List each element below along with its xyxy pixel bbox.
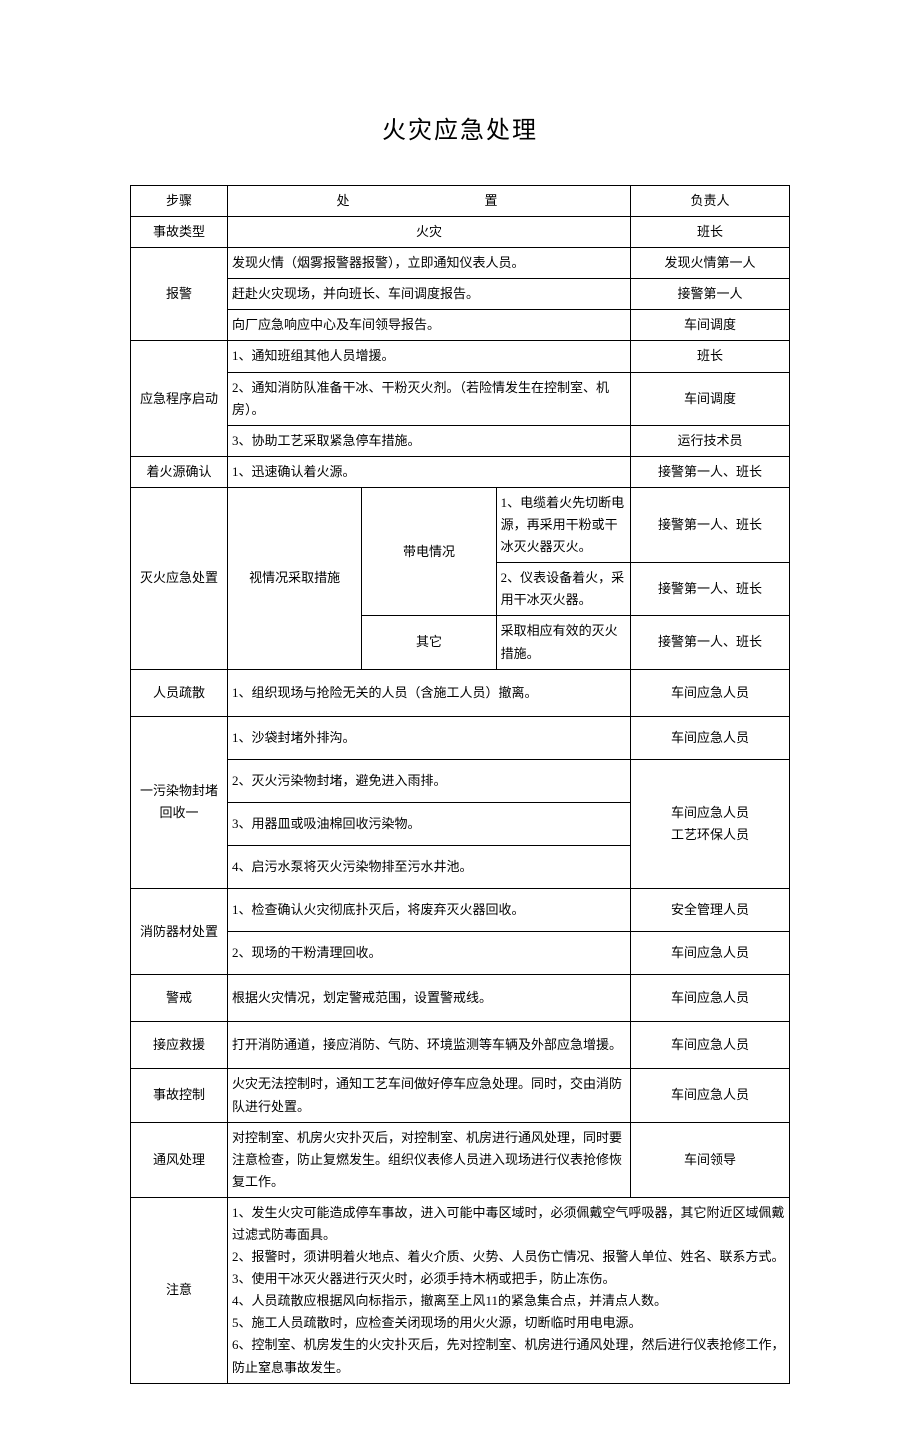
alarm-step: 报警 bbox=[131, 248, 228, 341]
notes-line-3: 3、使用干冰灭火器进行灭火时，必须手持木柄或把手，防止冻伤。 bbox=[232, 1268, 785, 1290]
pol-row-2: 2、灭火污染物封堵，避免进入雨排。 车间应急人员工艺环保人员 bbox=[131, 759, 790, 802]
alarm-a2: 赶赴火灾现场，并向班长、车间调度报告。 bbox=[228, 279, 631, 310]
activate-a2: 2、通知消防队准备干冰、干粉灭火剂。（若险情发生在控制室、机房）。 bbox=[228, 372, 631, 425]
activate-a3: 3、协助工艺采取紧急停车措施。 bbox=[228, 425, 631, 456]
header-row: 步骤 处 置 负责人 bbox=[131, 186, 790, 217]
rescue-row: 接应救援 打开消防通道，接应消防、气防、环境监测等车辆及外部应急增援。 车间应急… bbox=[131, 1022, 790, 1069]
guard-action: 根据火灾情况，划定警戒范围，设置警戒线。 bbox=[228, 975, 631, 1022]
alarm-r2: 接警第一人 bbox=[631, 279, 790, 310]
vent-action: 对控制室、机房火灾扑灭后，对控制室、机房进行通风处理，同时要注意检查，防止复燃发… bbox=[228, 1122, 631, 1197]
confirm-action: 1、迅速确认着火源。 bbox=[228, 456, 631, 487]
notes-row: 注意 1、发生火灾可能造成停车事故，进入可能中毒区域时，必须佩戴空气呼吸器，其它… bbox=[131, 1197, 790, 1383]
evac-resp: 车间应急人员 bbox=[631, 669, 790, 716]
notes-step: 注意 bbox=[131, 1197, 228, 1383]
activate-step: 应急程序启动 bbox=[131, 341, 228, 456]
equip-a1: 1、检查确认火灾彻底扑灭后，将废弃灭火器回收。 bbox=[228, 889, 631, 932]
alarm-row-2: 赶赴火灾现场，并向班长、车间调度报告。 接警第一人 bbox=[131, 279, 790, 310]
vent-resp: 车间领导 bbox=[631, 1122, 790, 1197]
vent-step: 通风处理 bbox=[131, 1122, 228, 1197]
ext-a2: 2、仪表设备着火，采用干冰灭火器。 bbox=[496, 563, 630, 616]
notes-line-5: 5、施工人员疏散时，应检查关闭现场的用火火源，切断临时用电电源。 bbox=[232, 1312, 785, 1334]
pol-row-1: 一污染物封堵回收一 1、沙袋封堵外排沟。 车间应急人员 bbox=[131, 716, 790, 759]
rescue-step: 接应救援 bbox=[131, 1022, 228, 1069]
equip-row-1: 消防器材处置 1、检查确认火灾彻底扑灭后，将废弃灭火器回收。 安全管理人员 bbox=[131, 889, 790, 932]
ext-r2: 接警第一人、班长 bbox=[631, 563, 790, 616]
pol-a4: 4、启污水泵将灭火污染物排至污水井池。 bbox=[228, 845, 631, 888]
alarm-row-3: 向厂应急响应中心及车间领导报告。 车间调度 bbox=[131, 310, 790, 341]
control-row: 事故控制 火灾无法控制时，通知工艺车间做好停车应急处理。同时，交由消防队进行处置… bbox=[131, 1069, 790, 1122]
page: 火灾应急处理 步骤 处 置 负责人 事故类型 火灾 班长 报警 发现火情（烟雾报… bbox=[0, 0, 920, 1444]
equip-row-2: 2、现场的干粉清理回收。 车间应急人员 bbox=[131, 932, 790, 975]
notes-line-6: 6、控制室、机房发生的火灾扑灭后，先对控制室、机房进行通风处理，然后进行仪表抢修… bbox=[232, 1334, 785, 1378]
ext-row-1: 灭火应急处置 视情况采取措施 带电情况 1、电缆着火先切断电源，再采用干粉或干冰… bbox=[131, 487, 790, 562]
type-row: 事故类型 火灾 班长 bbox=[131, 217, 790, 248]
activate-a1: 1、通知班组其他人员增援。 bbox=[228, 341, 631, 372]
emergency-table: 步骤 处 置 负责人 事故类型 火灾 班长 报警 发现火情（烟雾报警器报警），立… bbox=[130, 185, 790, 1384]
pol-r234: 车间应急人员工艺环保人员 bbox=[631, 759, 790, 888]
col-step: 步骤 bbox=[131, 186, 228, 217]
alarm-r3: 车间调度 bbox=[631, 310, 790, 341]
evac-action: 1、组织现场与抢险无关的人员（含施工人员）撤离。 bbox=[228, 669, 631, 716]
alarm-a1: 发现火情（烟雾报警器报警），立即通知仪表人员。 bbox=[228, 248, 631, 279]
confirm-step: 着火源确认 bbox=[131, 456, 228, 487]
control-resp: 车间应急人员 bbox=[631, 1069, 790, 1122]
activate-r2: 车间调度 bbox=[631, 372, 790, 425]
notes-content: 1、发生火灾可能造成停车事故，进入可能中毒区域时，必须佩戴空气呼吸器，其它附近区… bbox=[228, 1197, 790, 1383]
type-resp: 班长 bbox=[631, 217, 790, 248]
guard-resp: 车间应急人员 bbox=[631, 975, 790, 1022]
ext-r3: 接警第一人、班长 bbox=[631, 616, 790, 669]
pol-step: 一污染物封堵回收一 bbox=[131, 716, 228, 888]
alarm-r1: 发现火情第一人 bbox=[631, 248, 790, 279]
confirm-resp: 接警第一人、班长 bbox=[631, 456, 790, 487]
guard-row: 警戒 根据火灾情况，划定警戒范围，设置警戒线。 车间应急人员 bbox=[131, 975, 790, 1022]
activate-row-3: 3、协助工艺采取紧急停车措施。 运行技术员 bbox=[131, 425, 790, 456]
activate-row-1: 应急程序启动 1、通知班组其他人员增援。 班长 bbox=[131, 341, 790, 372]
vent-row: 通风处理 对控制室、机房火灾扑灭后，对控制室、机房进行通风处理，同时要注意检查，… bbox=[131, 1122, 790, 1197]
ext-a3: 采取相应有效的灭火措施。 bbox=[496, 616, 630, 669]
activate-r1: 班长 bbox=[631, 341, 790, 372]
pol-r1: 车间应急人员 bbox=[631, 716, 790, 759]
col-action: 处 置 bbox=[228, 186, 631, 217]
activate-row-2: 2、通知消防队准备干冰、干粉灭火剂。（若险情发生在控制室、机房）。 车间调度 bbox=[131, 372, 790, 425]
equip-step: 消防器材处置 bbox=[131, 889, 228, 975]
guard-step: 警戒 bbox=[131, 975, 228, 1022]
pol-a3: 3、用器皿或吸油棉回收污染物。 bbox=[228, 802, 631, 845]
confirm-row: 着火源确认 1、迅速确认着火源。 接警第一人、班长 bbox=[131, 456, 790, 487]
ext-r1: 接警第一人、班长 bbox=[631, 487, 790, 562]
evac-step: 人员疏散 bbox=[131, 669, 228, 716]
control-action: 火灾无法控制时，通知工艺车间做好停车应急处理。同时，交由消防队进行处置。 bbox=[228, 1069, 631, 1122]
pol-a2: 2、灭火污染物封堵，避免进入雨排。 bbox=[228, 759, 631, 802]
rescue-action: 打开消防通道，接应消防、气防、环境监测等车辆及外部应急增援。 bbox=[228, 1022, 631, 1069]
ext-sub-outer: 视情况采取措施 bbox=[228, 487, 362, 669]
page-title: 火灾应急处理 bbox=[130, 110, 790, 145]
ext-sub-other: 其它 bbox=[362, 616, 496, 669]
type-step: 事故类型 bbox=[131, 217, 228, 248]
rescue-resp: 车间应急人员 bbox=[631, 1022, 790, 1069]
activate-r3: 运行技术员 bbox=[631, 425, 790, 456]
col-resp: 负责人 bbox=[631, 186, 790, 217]
pol-a1: 1、沙袋封堵外排沟。 bbox=[228, 716, 631, 759]
equip-a2: 2、现场的干粉清理回收。 bbox=[228, 932, 631, 975]
control-step: 事故控制 bbox=[131, 1069, 228, 1122]
equip-r1: 安全管理人员 bbox=[631, 889, 790, 932]
ext-step: 灭火应急处置 bbox=[131, 487, 228, 669]
notes-line-2: 2、报警时，须讲明着火地点、着火介质、火势、人员伤亡情况、报警人单位、姓名、联系… bbox=[232, 1246, 785, 1268]
notes-line-1: 1、发生火灾可能造成停车事故，进入可能中毒区域时，必须佩戴空气呼吸器，其它附近区… bbox=[232, 1202, 785, 1246]
type-action: 火灾 bbox=[228, 217, 631, 248]
ext-a1: 1、电缆着火先切断电源，再采用干粉或干冰灭火器灭火。 bbox=[496, 487, 630, 562]
equip-r2: 车间应急人员 bbox=[631, 932, 790, 975]
alarm-a3: 向厂应急响应中心及车间领导报告。 bbox=[228, 310, 631, 341]
notes-line-4: 4、人员疏散应根据风向标指示，撤离至上风11的紧急集合点，并清点人数。 bbox=[232, 1290, 785, 1312]
ext-sub-elec: 带电情况 bbox=[362, 487, 496, 615]
evac-row: 人员疏散 1、组织现场与抢险无关的人员（含施工人员）撤离。 车间应急人员 bbox=[131, 669, 790, 716]
alarm-row-1: 报警 发现火情（烟雾报警器报警），立即通知仪表人员。 发现火情第一人 bbox=[131, 248, 790, 279]
pol-r234-text: 车间应急人员工艺环保人员 bbox=[671, 805, 749, 842]
